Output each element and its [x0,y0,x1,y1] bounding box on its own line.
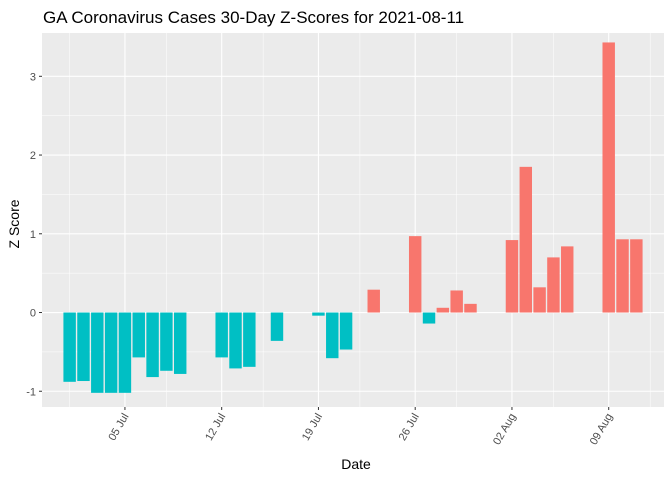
bar [229,312,242,369]
bar [77,312,90,382]
y-tick-label: 2 [30,150,36,162]
bar [118,312,132,393]
y-tick-label: 0 [30,308,36,320]
bar [561,246,574,313]
plot-panel [42,33,664,407]
bar [408,236,422,313]
y-axis-title: Z Score [6,199,22,248]
y-axis: -1 0 1 2 3 [26,71,42,398]
bar [547,257,560,313]
minor-gridlines [42,33,664,407]
bar [91,312,104,393]
bar [63,312,76,382]
bar [602,42,615,313]
x-tick-label: 09 Aug [588,412,616,448]
bar [132,312,145,358]
bar [616,239,629,313]
bar [146,312,159,378]
bar [215,312,228,358]
x-tick-label: 05 Jul [106,412,131,443]
x-tick-label: 19 Jul [300,412,325,443]
bar [326,312,339,359]
bar [450,290,463,313]
bar [422,312,436,324]
bar [104,312,118,393]
bar [160,312,173,371]
bar [436,307,450,313]
bar [464,303,477,313]
y-tick-label: 1 [30,229,36,241]
bar [312,312,325,316]
bar [630,239,643,313]
x-tick-label: 26 Jul [397,412,422,443]
x-tick-label: 02 Aug [491,412,519,448]
bar [367,289,380,313]
x-tick-label: 12 Jul [203,412,228,443]
bar [270,312,284,341]
x-axis-title: Date [341,456,371,472]
bar [243,312,256,367]
bar-series [63,42,643,393]
y-tick-label: 3 [30,71,36,83]
bar [339,312,353,350]
chart-title: GA Coronavirus Cases 30-Day Z-Scores for… [43,8,464,27]
x-axis: 05 Jul 12 Jul 19 Jul 26 Jul 02 Aug 09 Aug [106,407,615,447]
bar [519,166,532,313]
bar [174,312,187,374]
y-tick-label: -1 [26,386,36,398]
bar [533,287,546,313]
bar [505,240,519,313]
